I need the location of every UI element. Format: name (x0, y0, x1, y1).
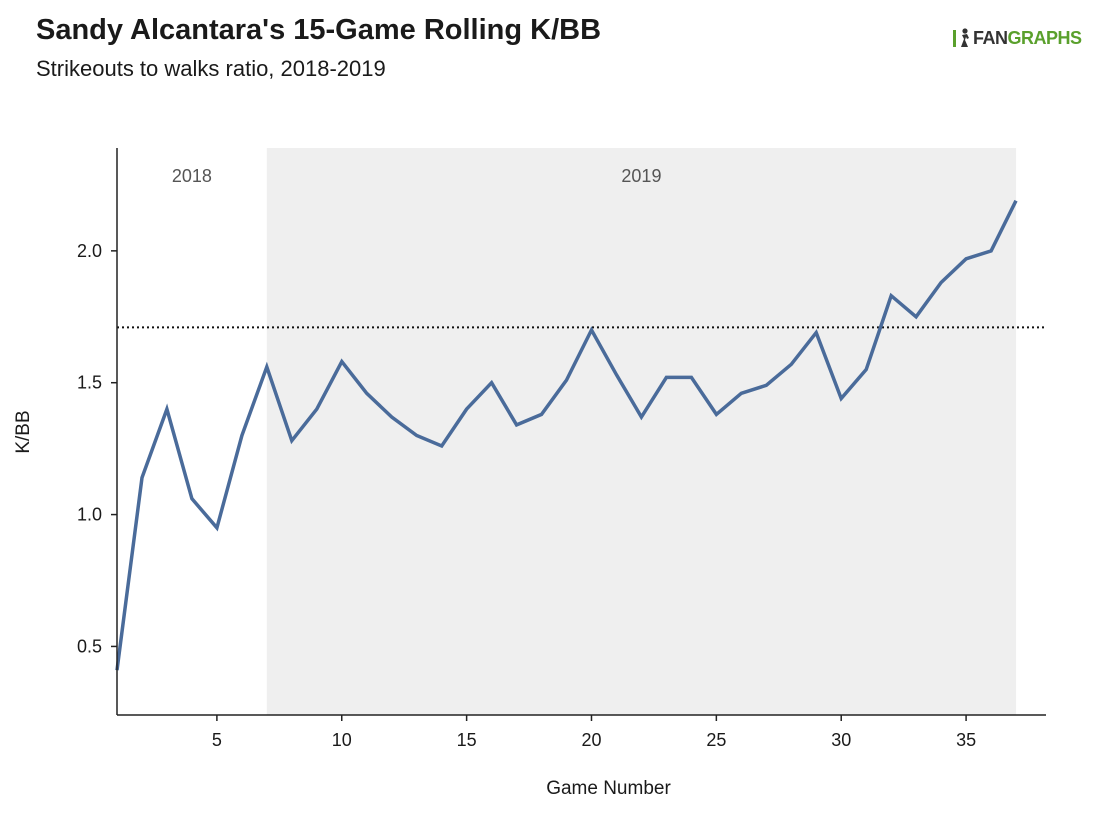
logo-text-fan: FAN (973, 27, 1008, 48)
x-tick-label: 20 (581, 730, 601, 750)
fangraphs-logo[interactable]: FANGRAPHS (952, 26, 1088, 50)
x-tick-label: 5 (212, 730, 222, 750)
region-label-2019: 2019 (621, 166, 661, 186)
fangraphs-logo-icon (953, 28, 969, 47)
x-tick-label: 30 (831, 730, 851, 750)
y-tick-label: 0.5 (77, 636, 102, 656)
y-tick-label: 1.5 (77, 373, 102, 393)
region-label-2018: 2018 (172, 166, 212, 186)
chart-subtitle: Strikeouts to walks ratio, 2018-2019 (36, 56, 386, 81)
x-tick-label: 10 (332, 730, 352, 750)
series-line (115, 199, 1018, 671)
logo-text-graphs: GRAPHS (1007, 27, 1083, 48)
x-axis-title: Game Number (546, 778, 671, 799)
x-tick-label: 25 (706, 730, 726, 750)
x-tick-label: 35 (956, 730, 976, 750)
y-axis-title: K/BB (13, 410, 34, 453)
region-2019 (266, 148, 1017, 715)
y-tick-label: 1.0 (77, 505, 102, 525)
chart-title: Sandy Alcantara's 15-Game Rolling K/BB (36, 14, 602, 46)
y-tick-label: 2.0 (77, 241, 102, 261)
x-tick-label: 15 (457, 730, 477, 750)
